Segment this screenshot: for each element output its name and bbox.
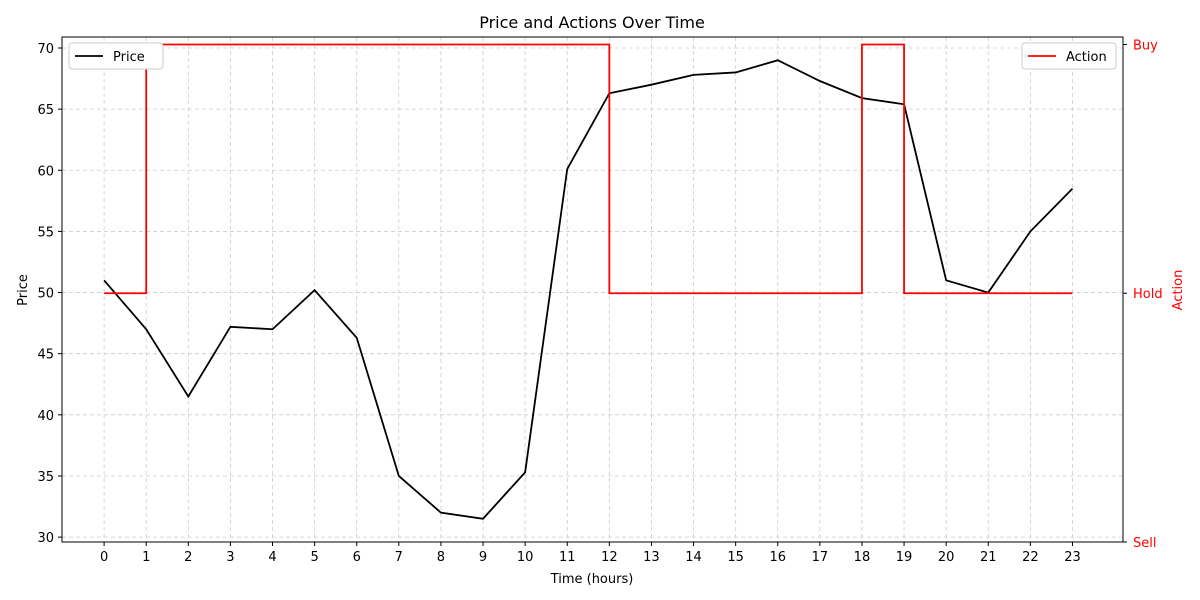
x-tick-label: 12 (601, 550, 618, 565)
y-tick-label: 65 (37, 103, 54, 118)
x-tick-label: 1 (142, 550, 150, 565)
y-tick-label: 35 (37, 470, 54, 485)
x-tick-label: 21 (980, 550, 997, 565)
x-tick-label: 6 (353, 550, 361, 565)
y-tick-label: 70 (37, 42, 54, 57)
legend-price: Price (68, 42, 164, 70)
x-tick-label: 20 (938, 550, 955, 565)
y-tick-label: 60 (37, 164, 54, 179)
x-tick-label: 14 (685, 550, 702, 565)
x-tick-label: 22 (1022, 550, 1039, 565)
x-tick-label: 13 (643, 550, 660, 565)
x-tick-label: 8 (437, 550, 445, 565)
x-tick-label: 18 (854, 550, 871, 565)
x-axis: 0 1 2 3 4 5 6 7 8 9 10 11 12 13 14 15 16 17 18 19 20 21 22 23 (100, 542, 1081, 565)
x-tick-label: 3 (226, 550, 234, 565)
legend-box (68, 42, 164, 70)
y2-tick-label: Buy (1133, 38, 1158, 53)
series-line-price (103, 59, 1074, 520)
plot-frame (61, 36, 1124, 543)
y-axis-label: Price (16, 274, 31, 306)
y-tick-label: 30 (37, 531, 54, 546)
x-tick-label: 7 (395, 550, 403, 565)
y-tick-label: 45 (37, 348, 54, 363)
chart-title: Price and Actions Over Time (479, 13, 705, 32)
legend-action: Action (1021, 42, 1117, 70)
x-tick-label: 0 (100, 550, 108, 565)
legend-label: Action (1066, 50, 1107, 65)
x-tick-label: 4 (268, 550, 276, 565)
x-tick-label: 17 (812, 550, 829, 565)
y-tick-label: 55 (37, 225, 54, 240)
x-tick-label: 15 (727, 550, 744, 565)
legend-box (1021, 42, 1117, 70)
x-tick-label: 16 (769, 550, 786, 565)
y-axis-right: Sell Hold Buy (1123, 38, 1163, 551)
x-axis-label: Time (hours) (550, 572, 634, 587)
x-tick-label: 5 (310, 550, 318, 565)
y-tick-label: 50 (37, 287, 54, 302)
grid-lines (62, 37, 1123, 542)
y2-tick-label: Sell (1133, 536, 1156, 551)
legend-label: Price (113, 50, 145, 65)
y-axis-left: 30 35 40 45 50 55 60 65 70 (37, 42, 62, 546)
y-tick-label: 40 (37, 409, 54, 424)
x-tick-label: 23 (1064, 550, 1081, 565)
series-layer (103, 43, 1074, 520)
x-tick-label: 19 (896, 550, 913, 565)
x-tick-label: 9 (479, 550, 487, 565)
y2-tick-label: Hold (1133, 287, 1163, 302)
x-tick-label: 2 (184, 550, 192, 565)
series-line-action (104, 43, 1073, 295)
x-tick-label: 10 (517, 550, 534, 565)
y2-axis-label: Action (1171, 270, 1186, 311)
x-tick-label: 11 (559, 550, 576, 565)
